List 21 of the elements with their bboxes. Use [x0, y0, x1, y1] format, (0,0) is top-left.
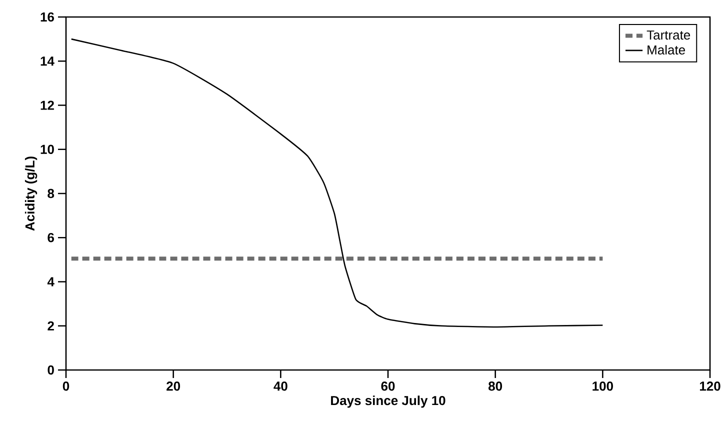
x-tick-label: 20: [166, 382, 180, 391]
y-tick-label: 4: [47, 277, 54, 286]
line-series: [70, 38, 604, 328]
x-tick-label: 80: [488, 382, 502, 391]
x-tick-label: 100: [592, 382, 613, 391]
y-tick-label: 14: [40, 56, 54, 66]
y-tick-label: 10: [40, 144, 54, 154]
legend-label: Tartrate: [646, 30, 690, 40]
y-tick-label: 12: [40, 100, 54, 110]
y-tick-label: 0: [48, 365, 54, 375]
y-axis-title: Acidity (g/L): [24, 156, 38, 231]
x-axis-title: Days since July 10: [331, 396, 446, 408]
y-tick-label: 16: [40, 12, 54, 22]
y-tick-label: 8: [48, 188, 54, 198]
x-tick-label: 60: [381, 382, 395, 391]
x-tick-label: 40: [274, 382, 288, 391]
x-tick-label: 120: [700, 382, 720, 391]
x-tick-label: 0: [62, 382, 70, 391]
y-tick-label: 6: [48, 233, 54, 242]
legend-label: Malate: [648, 44, 685, 55]
y-tick-label: 2: [48, 321, 54, 330]
